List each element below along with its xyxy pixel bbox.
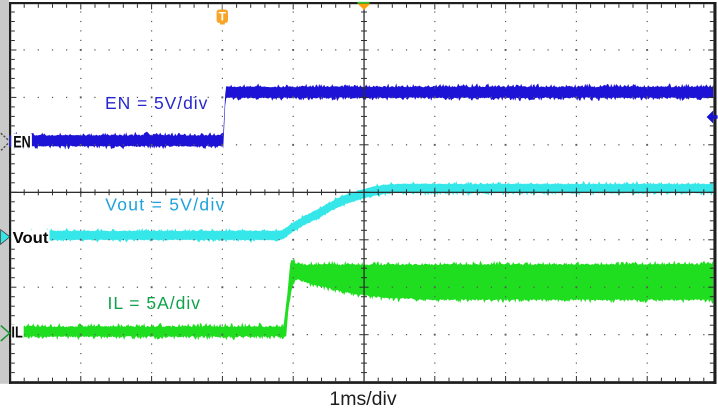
svg-text:Vout = 5V/div: Vout = 5V/div	[105, 194, 226, 214]
svg-text:1ms/div: 1ms/div	[329, 388, 396, 410]
svg-text:EN: EN	[13, 133, 31, 152]
svg-text:Vout: Vout	[13, 230, 50, 247]
svg-text:IL = 5A/div: IL = 5A/div	[108, 293, 202, 313]
svg-text:T: T	[219, 9, 227, 23]
svg-text:IL: IL	[11, 325, 22, 342]
svg-text:EN = 5V/div: EN = 5V/div	[105, 93, 208, 113]
